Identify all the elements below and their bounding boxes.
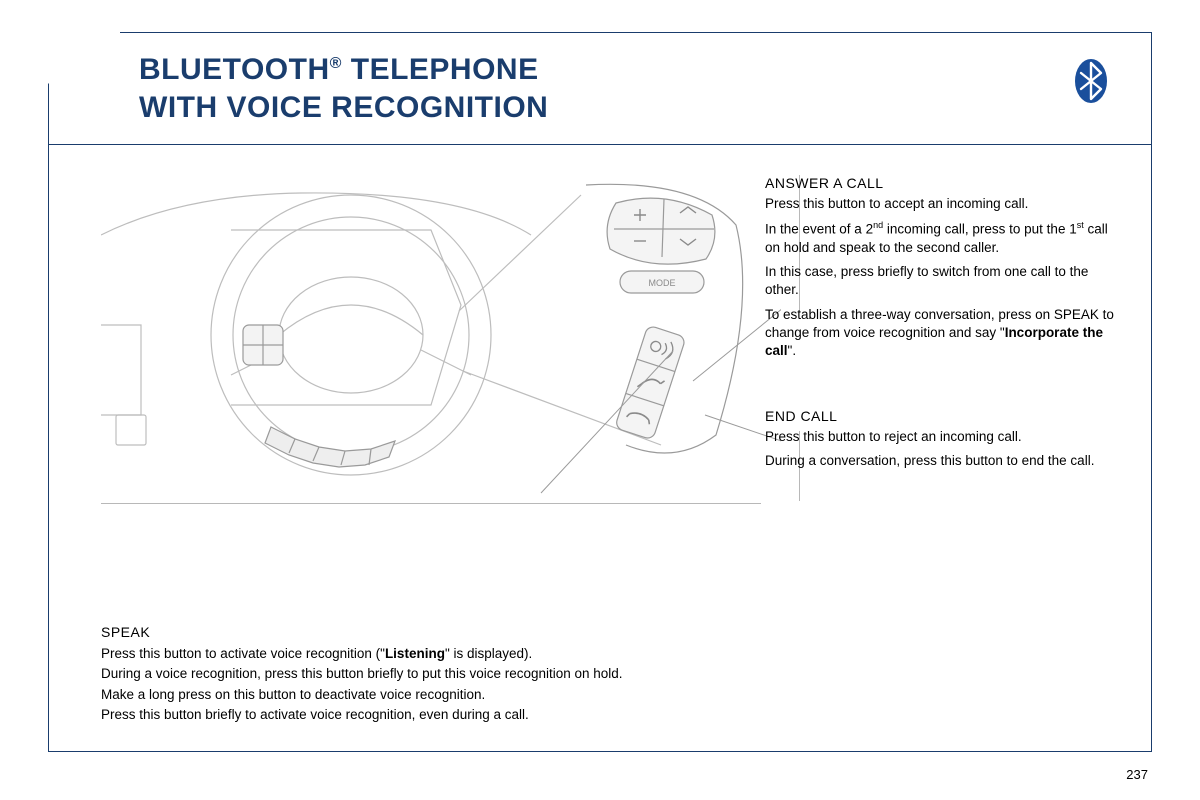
sup: st (1077, 220, 1084, 230)
callout-text: Make a long press on this button to deac… (101, 685, 1001, 705)
end-call-heading: END CALL (765, 408, 1115, 424)
registered-mark: ® (330, 55, 342, 72)
bluetooth-icon (1067, 57, 1115, 105)
callout-text: Press this button to activate voice reco… (101, 644, 1001, 664)
header-corner-cut (48, 32, 100, 84)
content-area: MODE (49, 145, 1151, 751)
callout-text: Press this button to accept an incoming … (765, 195, 1115, 213)
page-header: BLUETOOTH® TELEPHONE WITH VOICE RECOGNIT… (49, 33, 1151, 145)
page-number: 237 (1126, 767, 1148, 782)
callout-text: In the event of a 2nd incoming call, pre… (765, 219, 1115, 257)
end-call-callout: END CALL Press this button to reject an … (765, 408, 1115, 470)
page-title-line1: BLUETOOTH® TELEPHONE (139, 51, 1119, 89)
callout-text: In this case, press briefly to switch fr… (765, 263, 1115, 299)
callout-text: During a conversation, press this button… (765, 452, 1115, 470)
page-frame: BLUETOOTH® TELEPHONE WITH VOICE RECOGNIT… (48, 32, 1152, 752)
steering-wheel-diagram: MODE (101, 175, 781, 495)
speak-callout: SPEAK Press this button to activate voic… (101, 624, 1001, 725)
bold-phrase: Listening (385, 646, 445, 661)
sup: nd (873, 220, 883, 230)
title-text: BLUETOOTH (139, 53, 330, 86)
answer-call-heading: ANSWER A CALL (765, 175, 1115, 191)
t: incoming call, press to put the 1 (883, 222, 1077, 237)
callout-text: Press this button to reject an incoming … (765, 428, 1115, 446)
end-call-body: Press this button to reject an incoming … (765, 428, 1115, 470)
t: Press this button to activate voice reco… (101, 646, 385, 661)
answer-call-body: Press this button to accept an incoming … (765, 195, 1115, 360)
diagram-divider (101, 503, 761, 504)
t: ". (788, 343, 797, 358)
t: In the event of a 2 (765, 222, 873, 237)
t: " is displayed). (445, 646, 532, 661)
callout-text: During a voice recognition, press this b… (101, 664, 1001, 684)
answer-call-callout: ANSWER A CALL Press this button to accep… (765, 175, 1115, 360)
callout-text: Press this button briefly to activate vo… (101, 705, 1001, 725)
svg-text:MODE: MODE (649, 278, 676, 288)
speak-body: Press this button to activate voice reco… (101, 644, 1001, 725)
speak-heading: SPEAK (101, 624, 1001, 640)
callout-text: To establish a three-way conversation, p… (765, 306, 1115, 361)
title-text: TELEPHONE (342, 53, 539, 86)
page-title-line2: WITH VOICE RECOGNITION (139, 89, 1119, 127)
right-callout-column: ANSWER A CALL Press this button to accep… (765, 175, 1115, 499)
